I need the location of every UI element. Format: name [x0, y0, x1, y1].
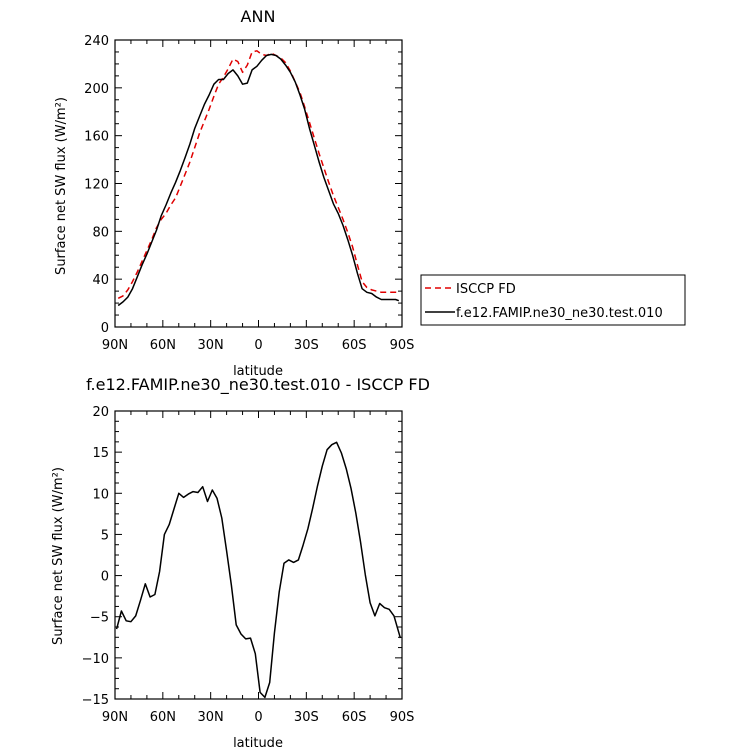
bottom-y-tick-label: 10	[92, 487, 109, 502]
top-chart-xlabel: latitude	[233, 364, 283, 379]
top-y-tick-label: 160	[84, 130, 109, 145]
bottom-x-tick-label: 90N	[102, 710, 128, 725]
top-series-line-1	[117, 53, 400, 307]
legend-label-model: f.e12.FAMIP.ne30_ne30.test.010	[456, 306, 663, 321]
top-chart: ANN latitude Surface net SW flux (W/m²) …	[54, 7, 686, 379]
bottom-y-tick-label: −10	[82, 652, 109, 667]
bottom-x-tick-label: 90S	[390, 710, 415, 725]
bottom-y-tick-label: −15	[82, 693, 109, 708]
top-plot-frame	[114, 39, 403, 328]
top-chart-title: ANN	[241, 7, 276, 26]
bottom-x-tick-label: 60S	[342, 710, 367, 725]
bottom-y-tick-label: 0	[101, 570, 109, 585]
top-x-tick-label: 30S	[294, 338, 319, 353]
bottom-x-tick-label: 60N	[150, 710, 176, 725]
bottom-x-tick-label: 30N	[198, 710, 224, 725]
bottom-y-tick-label: 5	[101, 528, 109, 543]
top-series-line-0	[117, 50, 399, 299]
bottom-chart-ylabel: Surface net SW flux (W/m²)	[51, 467, 66, 645]
legend-box	[420, 274, 686, 326]
top-x-tick-label: 60N	[150, 338, 176, 353]
bottom-chart-xlabel: latitude	[233, 736, 283, 751]
bottom-y-tick-label: 15	[92, 446, 109, 461]
top-x-tick-label: 60S	[342, 338, 367, 353]
top-y-tick-label: 80	[92, 225, 109, 240]
top-y-tick-label: 240	[84, 34, 109, 49]
legend: ISCCP FD f.e12.FAMIP.ne30_ne30.test.010	[420, 274, 686, 326]
bottom-series-line-0	[115, 441, 402, 699]
bottom-x-tick-label: 0	[254, 710, 262, 725]
legend-label-isccp: ISCCP FD	[456, 282, 516, 297]
top-chart-ylabel: Surface net SW flux (W/m²)	[54, 97, 69, 275]
top-x-tick-label: 30N	[198, 338, 224, 353]
top-x-tick-label: 90S	[390, 338, 415, 353]
top-y-tick-label: 0	[101, 321, 109, 336]
top-x-tick-label: 0	[254, 338, 262, 353]
top-x-tick-label: 90N	[102, 338, 128, 353]
top-y-tick-label: 120	[84, 178, 109, 193]
bottom-chart-title: f.e12.FAMIP.ne30_ne30.test.010 - ISCCP F…	[86, 375, 430, 395]
bottom-x-tick-label: 30S	[294, 710, 319, 725]
top-y-tick-label: 200	[84, 82, 109, 97]
bottom-plot-frame	[114, 410, 403, 700]
top-y-tick-label: 40	[92, 273, 109, 288]
bottom-chart: f.e12.FAMIP.ne30_ne30.test.010 - ISCCP F…	[51, 375, 430, 751]
bottom-y-tick-label: −5	[90, 611, 109, 626]
bottom-y-tick-label: 20	[92, 405, 109, 420]
